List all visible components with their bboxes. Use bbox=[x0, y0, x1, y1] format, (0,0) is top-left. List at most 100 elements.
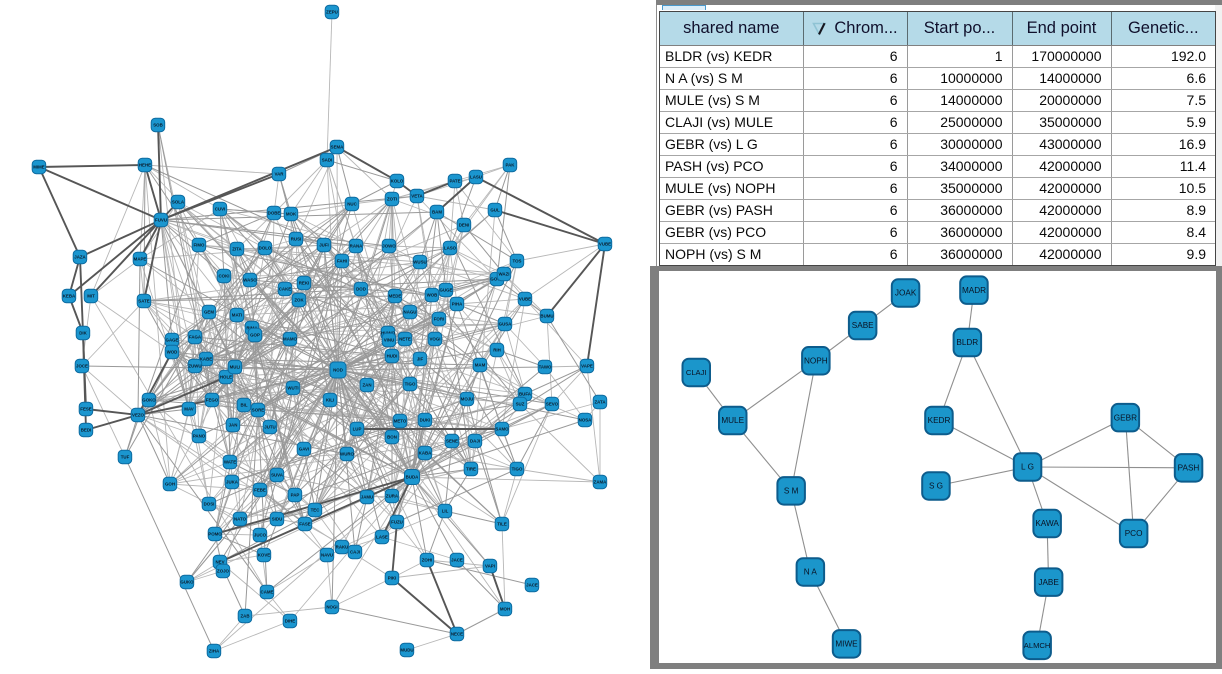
svg-text:GEBR: GEBR bbox=[1114, 413, 1137, 422]
svg-text:WURO: WURO bbox=[340, 452, 354, 457]
svg-text:FEBE: FEBE bbox=[254, 488, 266, 493]
svg-text:NAVU: NAVU bbox=[321, 553, 333, 558]
svg-text:ZIHA: ZIHA bbox=[209, 649, 220, 654]
svg-text:FIMO: FIMO bbox=[194, 243, 206, 248]
svg-text:BEDI: BEDI bbox=[81, 428, 92, 433]
svg-text:GAVI: GAVI bbox=[299, 447, 309, 452]
svg-text:GAGE: GAGE bbox=[166, 338, 179, 343]
svg-text:MIWE: MIWE bbox=[835, 640, 858, 649]
svg-text:FUZU: FUZU bbox=[391, 520, 403, 525]
svg-text:ZEPU: ZEPU bbox=[326, 10, 338, 15]
svg-text:CAME: CAME bbox=[261, 590, 274, 595]
svg-text:NUC: NUC bbox=[347, 202, 357, 207]
svg-text:MULI: MULI bbox=[230, 365, 241, 370]
svg-text:KILI: KILI bbox=[326, 398, 334, 403]
svg-text:PIHA: PIHA bbox=[452, 302, 463, 307]
svg-text:JIF: JIF bbox=[417, 357, 424, 362]
svg-text:TILE: TILE bbox=[497, 522, 507, 527]
svg-text:FESE: FESE bbox=[80, 407, 92, 412]
svg-text:VAPI: VAPI bbox=[485, 564, 495, 569]
svg-text:BUDA: BUDA bbox=[406, 475, 420, 480]
svg-text:BIL: BIL bbox=[240, 403, 247, 408]
svg-text:WAZI: WAZI bbox=[499, 272, 510, 277]
svg-text:MIME: MIME bbox=[33, 165, 45, 170]
svg-text:CAKE: CAKE bbox=[279, 287, 292, 292]
svg-text:REKI: REKI bbox=[299, 281, 310, 286]
svg-text:PIKI: PIKI bbox=[388, 576, 397, 581]
svg-text:SEMA: SEMA bbox=[331, 145, 345, 150]
svg-text:NOPH: NOPH bbox=[804, 356, 828, 365]
svg-text:MIT: MIT bbox=[87, 294, 95, 299]
svg-text:ZOHI: ZOHI bbox=[422, 558, 433, 563]
svg-text:JOWO: JOWO bbox=[382, 244, 396, 249]
svg-text:SORE: SORE bbox=[252, 408, 265, 413]
svg-text:TEC: TEC bbox=[311, 508, 321, 513]
svg-text:LIL: LIL bbox=[442, 509, 449, 514]
svg-text:ZOTI: ZOTI bbox=[387, 197, 397, 202]
svg-text:TIGO: TIGO bbox=[512, 467, 523, 472]
svg-text:FAGA: FAGA bbox=[189, 335, 202, 340]
svg-text:MATI: MATI bbox=[232, 313, 242, 318]
svg-text:MEDE: MEDE bbox=[389, 294, 402, 299]
svg-text:JACE: JACE bbox=[526, 583, 538, 588]
svg-text:DOBE: DOBE bbox=[268, 211, 281, 216]
svg-text:POMO: POMO bbox=[208, 532, 222, 537]
svg-text:LASU: LASU bbox=[470, 175, 482, 180]
svg-text:ALMCH: ALMCH bbox=[1024, 641, 1051, 650]
svg-text:DIK: DIK bbox=[79, 331, 87, 336]
svg-text:DENI: DENI bbox=[459, 223, 470, 228]
svg-text:SOLA: SOLA bbox=[172, 200, 185, 205]
svg-text:RIH: RIH bbox=[493, 348, 501, 353]
svg-text:WUTI: WUTI bbox=[287, 386, 298, 391]
svg-text:ZOJO: ZOJO bbox=[217, 569, 230, 574]
svg-text:HOLE: HOLE bbox=[220, 375, 232, 380]
svg-text:PAP: PAP bbox=[291, 493, 300, 498]
svg-text:HEHE: HEHE bbox=[139, 163, 151, 168]
svg-text:VAPE: VAPE bbox=[581, 364, 593, 369]
svg-text:VETA: VETA bbox=[411, 194, 423, 199]
svg-text:CUVI: CUVI bbox=[215, 207, 226, 212]
svg-text:LASE: LASE bbox=[376, 535, 388, 540]
svg-text:BAM: BAM bbox=[432, 210, 442, 215]
svg-text:NETE: NETE bbox=[399, 337, 411, 342]
svg-text:N A: N A bbox=[804, 568, 818, 577]
svg-text:SUVA: SUVA bbox=[271, 473, 284, 478]
svg-text:GOKO: GOKO bbox=[142, 398, 156, 403]
svg-text:DUKI: DUKI bbox=[420, 418, 431, 423]
svg-text:ZAB: ZAB bbox=[240, 614, 249, 619]
svg-text:VOGI: VOGI bbox=[430, 337, 441, 342]
svg-text:JAZA: JAZA bbox=[74, 255, 86, 260]
svg-text:WASO: WASO bbox=[243, 278, 257, 283]
svg-text:SEVO: SEVO bbox=[546, 402, 559, 407]
svg-text:SADI: SADI bbox=[322, 158, 333, 163]
svg-text:GEM: GEM bbox=[204, 310, 214, 315]
svg-text:S G: S G bbox=[929, 482, 943, 491]
svg-text:FAHI: FAHI bbox=[337, 259, 347, 264]
svg-text:ZATA: ZATA bbox=[594, 400, 606, 405]
svg-text:SOB: SOB bbox=[153, 123, 163, 128]
svg-text:NOGI: NOGI bbox=[326, 605, 337, 610]
svg-text:CAJI: CAJI bbox=[350, 550, 360, 555]
svg-text:KEBA: KEBA bbox=[63, 294, 76, 299]
svg-text:WATE: WATE bbox=[224, 460, 236, 465]
svg-text:GUL: GUL bbox=[490, 208, 500, 213]
svg-text:GOH: GOH bbox=[165, 482, 175, 487]
svg-text:MULE: MULE bbox=[721, 416, 744, 425]
svg-text:BON: BON bbox=[387, 435, 397, 440]
svg-text:MAM: MAM bbox=[475, 363, 486, 368]
svg-text:PATE: PATE bbox=[449, 179, 460, 184]
svg-text:SIDU: SIDU bbox=[272, 517, 283, 522]
svg-text:JUFI: JUFI bbox=[319, 243, 329, 248]
svg-text:FORI: FORI bbox=[434, 317, 445, 322]
svg-text:PAK: PAK bbox=[506, 163, 516, 168]
svg-text:LUP: LUP bbox=[353, 427, 362, 432]
svg-text:FEGO: FEGO bbox=[206, 398, 219, 403]
svg-text:SABE: SABE bbox=[852, 321, 874, 330]
svg-text:JACE: JACE bbox=[451, 558, 463, 563]
svg-text:BUMU: BUMU bbox=[540, 314, 553, 319]
svg-text:MOH: MOH bbox=[500, 607, 510, 612]
svg-text:MOJU: MOJU bbox=[461, 397, 474, 402]
svg-text:METO: METO bbox=[394, 419, 407, 424]
svg-text:KAWA: KAWA bbox=[1035, 519, 1059, 528]
svg-text:ZURA: ZURA bbox=[386, 494, 399, 499]
